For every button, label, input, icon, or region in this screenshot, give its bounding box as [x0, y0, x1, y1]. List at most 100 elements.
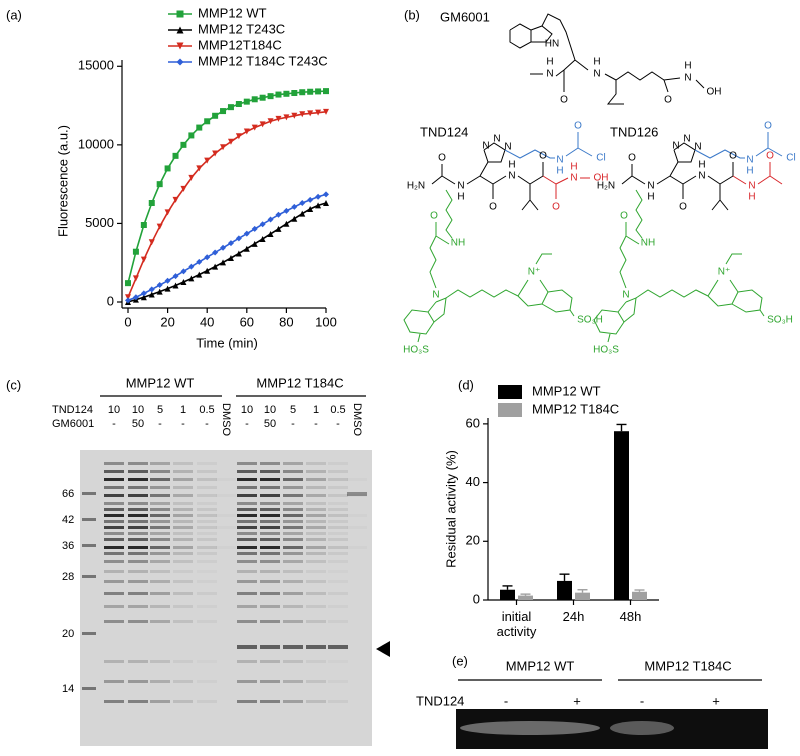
marker: [220, 244, 227, 251]
atom-label: O: [539, 151, 547, 162]
gel-band: [328, 470, 348, 473]
marker: [227, 240, 234, 247]
marker: [132, 248, 139, 255]
marker: [172, 196, 179, 203]
marker: [156, 282, 163, 289]
gel-band: [197, 462, 217, 465]
gel-band: [306, 478, 326, 481]
gel-band: [283, 552, 303, 555]
error-bar: [502, 585, 513, 590]
gel-band: [104, 592, 124, 595]
gel-band: [283, 605, 303, 608]
gel-band: [283, 580, 303, 583]
atom-label: O: [574, 121, 582, 132]
marker: [156, 223, 163, 230]
marker: [164, 209, 171, 216]
gel-lane-label: 1: [180, 404, 186, 416]
gel-band: [260, 538, 280, 541]
gel-band: [173, 470, 193, 473]
atom-label: H: [647, 192, 654, 203]
y-tick-label: 60: [466, 415, 480, 430]
gel-band: [283, 462, 303, 465]
marker: [164, 165, 171, 172]
bond: [529, 199, 539, 211]
gel-band: [283, 508, 303, 511]
gel-band: [128, 546, 148, 549]
gel-band: [328, 532, 348, 535]
marker: [291, 90, 298, 96]
marker: [204, 267, 211, 274]
bond: [707, 279, 719, 297]
gel-band: [173, 514, 193, 517]
marker: [259, 221, 266, 228]
atom-label: Cl: [786, 153, 795, 164]
panel-label: (c): [6, 377, 21, 392]
gel-band: [283, 494, 303, 497]
gel-band: [260, 680, 280, 683]
gel-band: [128, 470, 148, 473]
bond: [731, 289, 763, 313]
bond: [479, 161, 489, 177]
gel-band: [260, 552, 280, 555]
gel-band: [306, 592, 326, 595]
atom-label: O: [438, 153, 446, 164]
atom-label: N⁺: [528, 267, 541, 278]
legend-marker: [176, 42, 184, 50]
legend-label: MMP12 T184C: [532, 401, 619, 416]
gel-band: [260, 660, 280, 663]
marker: [180, 268, 187, 275]
gel-band: [237, 478, 257, 481]
gel-band: [150, 538, 170, 541]
bond: [707, 175, 721, 185]
gel-band: [260, 570, 280, 573]
gel-band: [328, 514, 348, 517]
atom-label: N: [508, 171, 515, 182]
gel-band: [306, 462, 326, 465]
gel-band: [128, 502, 148, 505]
atom-label: H: [457, 192, 464, 203]
panel-label: (b): [404, 7, 420, 22]
bond: [711, 184, 721, 211]
error-bar: [559, 573, 570, 581]
marker: [125, 297, 131, 304]
gel-band: [173, 526, 193, 529]
x-tick-label: 48h: [619, 609, 642, 624]
bond: [555, 177, 569, 185]
bond: [673, 142, 696, 163]
gel-band: [197, 508, 217, 511]
marker: [275, 211, 282, 218]
gel-band: [197, 605, 217, 608]
marker: [125, 280, 131, 287]
gel-band: [237, 570, 257, 573]
gel-lane-label: DMSO: [351, 403, 363, 436]
blot-lane-label: -: [504, 693, 508, 708]
gel-band: [128, 494, 148, 497]
marker: [132, 275, 139, 282]
gel-band: [283, 660, 303, 663]
atom-label: N: [672, 141, 679, 152]
gel-band: [104, 538, 124, 541]
gel-lane-label: -: [205, 418, 209, 430]
bond: [521, 184, 531, 211]
atom-label: H: [748, 192, 755, 203]
marker: [164, 277, 171, 284]
gel-band: [306, 470, 326, 473]
marker: [204, 118, 211, 125]
bond: [535, 253, 552, 265]
bond: [431, 175, 443, 185]
gel-band: [128, 532, 148, 535]
x-tick-label: 60: [240, 314, 254, 329]
atom-label: HO₃S: [403, 345, 429, 356]
bond: [625, 235, 640, 245]
gel-band: [216, 478, 236, 481]
gel-band: [237, 538, 257, 541]
bond: [483, 142, 506, 163]
gel-band: [260, 470, 280, 473]
gel-band: [260, 526, 280, 529]
marker: [196, 124, 203, 131]
gel-band: [306, 570, 326, 573]
marker: [196, 258, 203, 265]
gel-band: [104, 494, 124, 497]
atom-label: N: [570, 173, 577, 184]
gel-band: [104, 700, 124, 703]
